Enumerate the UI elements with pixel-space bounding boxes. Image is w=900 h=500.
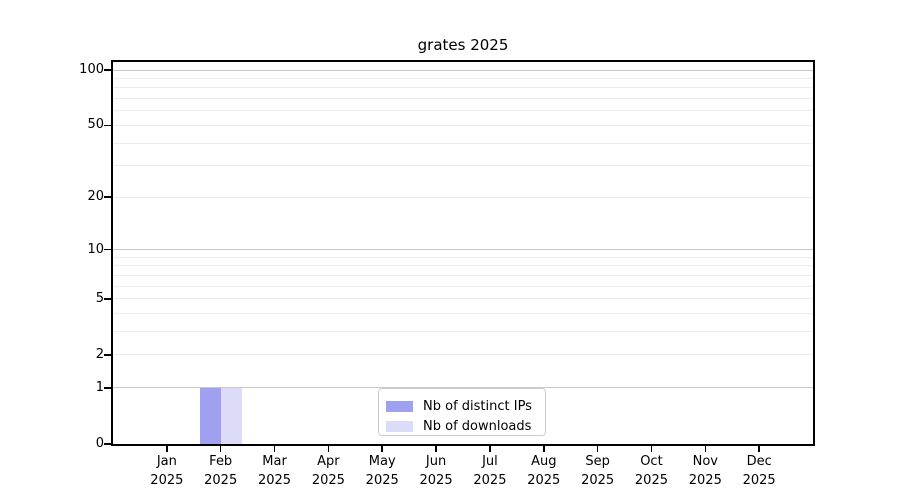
plot-area: Nb of distinct IPs Nb of downloads 0 1 2 5 1… bbox=[79, 60, 815, 488]
legend-item-distinct-ips: Nb of distinct IPs bbox=[386, 396, 545, 416]
y-minor-gridline bbox=[113, 165, 813, 167]
x-tick-label-year: 2025 bbox=[634, 473, 668, 488]
x-tick-label-year: 2025 bbox=[742, 473, 776, 488]
y-minor-gridline bbox=[113, 124, 813, 126]
x-tick-mark bbox=[596, 446, 599, 452]
y-minor-gridline bbox=[113, 274, 813, 276]
x-tick-label: Jun 2025 bbox=[405, 452, 467, 490]
x-tick-mark bbox=[489, 446, 491, 452]
y-tick-mark bbox=[104, 124, 111, 127]
x-tick-label: Apr 2025 bbox=[297, 452, 359, 490]
y-tick-label: 5 bbox=[95, 290, 104, 306]
y-minor-gridline bbox=[113, 354, 813, 356]
x-tick-label-month: May bbox=[368, 454, 396, 469]
y-tick-mark bbox=[104, 354, 111, 356]
x-tick-label: Sep 2025 bbox=[567, 452, 629, 490]
x-tick-label-month: Apr bbox=[317, 454, 340, 469]
y-tick-mark bbox=[104, 443, 111, 445]
y-tick-label: 100 bbox=[79, 62, 104, 77]
x-tick-label-month: Jul bbox=[482, 454, 498, 469]
x-tick-label: Nov 2025 bbox=[674, 452, 736, 490]
x-tick-mark bbox=[435, 446, 437, 452]
y-minor-gridline bbox=[113, 98, 813, 100]
y-major-gridline bbox=[113, 69, 813, 71]
y-tick-label: 50 bbox=[87, 117, 104, 133]
chart-title: grates 2025 bbox=[417, 36, 509, 54]
bar-distinct-ips bbox=[199, 387, 221, 444]
x-tick-mark bbox=[219, 446, 222, 452]
x-tick-label: Oct 2025 bbox=[620, 452, 682, 490]
y-tick-label: 10 bbox=[87, 241, 104, 257]
x-tick-mark bbox=[704, 446, 707, 452]
x-tick-mark bbox=[166, 446, 168, 452]
y-tick-label: 1 bbox=[95, 379, 104, 395]
y-minor-gridline bbox=[113, 331, 813, 333]
x-tick-label-year: 2025 bbox=[204, 473, 238, 488]
x-tick-label: Dec 2025 bbox=[728, 452, 790, 490]
legend: Nb of distinct IPs Nb of downloads bbox=[378, 388, 546, 436]
x-tick-label-year: 2025 bbox=[527, 473, 561, 488]
x-tick-label-month: Jan bbox=[156, 454, 177, 469]
y-minor-gridline bbox=[113, 285, 813, 287]
x-tick-label-year: 2025 bbox=[257, 473, 292, 488]
x-tick-label-year: 2025 bbox=[365, 473, 399, 488]
x-tick-label: Feb 2025 bbox=[190, 452, 252, 490]
x-tick-label: Jan 2025 bbox=[136, 452, 198, 490]
x-tick-label-year: 2025 bbox=[419, 473, 453, 488]
y-tick-label: 20 bbox=[87, 189, 104, 205]
y-minor-gridline bbox=[113, 256, 813, 258]
legend-swatch-downloads-icon bbox=[386, 420, 413, 432]
y-tick-mark bbox=[104, 69, 111, 71]
y-minor-gridline bbox=[113, 87, 813, 89]
x-tick-label-month: Jun bbox=[425, 454, 447, 469]
y-tick-mark bbox=[104, 248, 111, 251]
y-minor-gridline bbox=[113, 265, 813, 267]
y-minor-gridline bbox=[113, 298, 813, 300]
y-tick-label: 0 bbox=[95, 436, 104, 451]
x-tick-mark bbox=[650, 446, 653, 452]
x-tick-label-year: 2025 bbox=[311, 473, 345, 488]
x-tick-mark bbox=[273, 446, 276, 452]
x-tick-label-month: Dec bbox=[746, 454, 772, 469]
y-minor-gridline bbox=[113, 142, 813, 144]
x-tick-label: Mar 2025 bbox=[244, 452, 306, 490]
x-tick-mark bbox=[327, 446, 330, 452]
x-tick-mark bbox=[758, 446, 760, 452]
x-tick-label-year: 2025 bbox=[688, 473, 722, 488]
y-tick-mark bbox=[104, 387, 111, 389]
y-minor-gridline bbox=[113, 313, 813, 315]
y-major-gridline bbox=[113, 387, 813, 389]
legend-swatch-distinct-ips-icon bbox=[386, 400, 413, 412]
x-tick-label-month: Mar bbox=[262, 454, 287, 469]
x-tick-label: Aug 2025 bbox=[513, 452, 575, 490]
x-tick-label-year: 2025 bbox=[473, 473, 507, 488]
legend-item-downloads: Nb of downloads bbox=[386, 416, 545, 436]
legend-label-downloads: Nb of downloads bbox=[423, 418, 532, 434]
legend-label-distinct-ips: Nb of distinct IPs bbox=[423, 398, 532, 414]
x-tick-label: Jul 2025 bbox=[459, 452, 521, 490]
x-tick-label-year: 2025 bbox=[150, 473, 184, 488]
bar-downloads bbox=[220, 387, 242, 444]
x-tick-label-year: 2025 bbox=[581, 473, 615, 488]
y-tick-mark bbox=[104, 196, 111, 199]
y-minor-gridline bbox=[113, 110, 813, 112]
x-tick-mark bbox=[542, 446, 545, 452]
y-minor-gridline bbox=[113, 196, 813, 198]
x-tick-label-month: Oct bbox=[640, 454, 663, 469]
x-tick-label: May 2025 bbox=[351, 452, 413, 490]
x-tick-label-month: Nov bbox=[692, 454, 718, 469]
y-tick-label: 2 bbox=[95, 346, 104, 362]
x-tick-label-month: Feb bbox=[209, 454, 233, 469]
x-tick-label-month: Aug bbox=[531, 454, 557, 469]
x-tick-label-month: Sep bbox=[585, 454, 610, 469]
y-major-gridline bbox=[113, 249, 813, 251]
x-tick-mark bbox=[381, 446, 384, 452]
y-tick-mark bbox=[104, 297, 111, 300]
y-minor-gridline bbox=[113, 77, 813, 79]
